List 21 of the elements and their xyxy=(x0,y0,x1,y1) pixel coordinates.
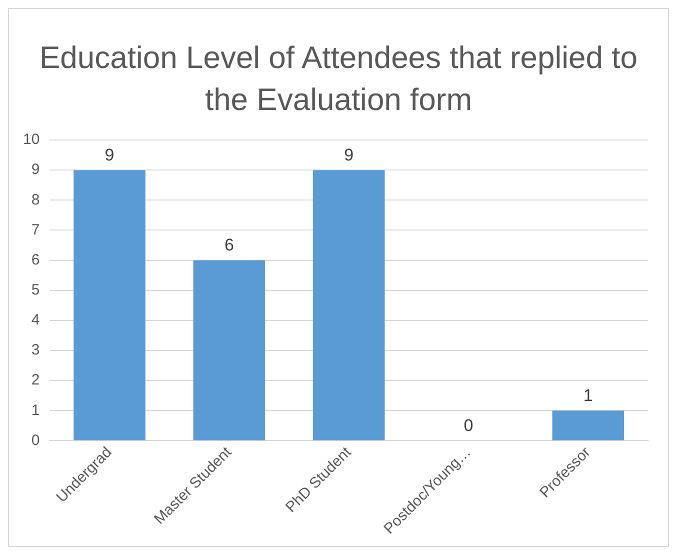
y-tick-label: 9 xyxy=(31,161,40,178)
y-tick-label: 10 xyxy=(22,131,40,148)
bar xyxy=(552,410,624,440)
data-label: 9 xyxy=(104,145,114,164)
y-tick-label: 4 xyxy=(31,312,40,329)
data-label: 9 xyxy=(344,145,354,164)
y-tick-label: 7 xyxy=(31,221,40,238)
y-tick-label: 0 xyxy=(31,432,40,449)
bar xyxy=(74,170,146,440)
chart-title: Education Level of Attendees that replied to the Evaluation form xyxy=(38,39,638,119)
y-tick-label: 8 xyxy=(31,191,40,208)
data-label: 6 xyxy=(224,235,234,254)
y-tick-label: 6 xyxy=(31,251,40,268)
data-label: 0 xyxy=(464,416,474,435)
y-tick-label: 1 xyxy=(31,402,40,419)
y-tick-label: 2 xyxy=(31,372,40,389)
y-tick-label: 3 xyxy=(31,342,40,359)
y-tick-label: 5 xyxy=(31,281,40,298)
data-label: 1 xyxy=(583,386,593,405)
bar xyxy=(312,170,385,440)
bar xyxy=(193,260,266,440)
